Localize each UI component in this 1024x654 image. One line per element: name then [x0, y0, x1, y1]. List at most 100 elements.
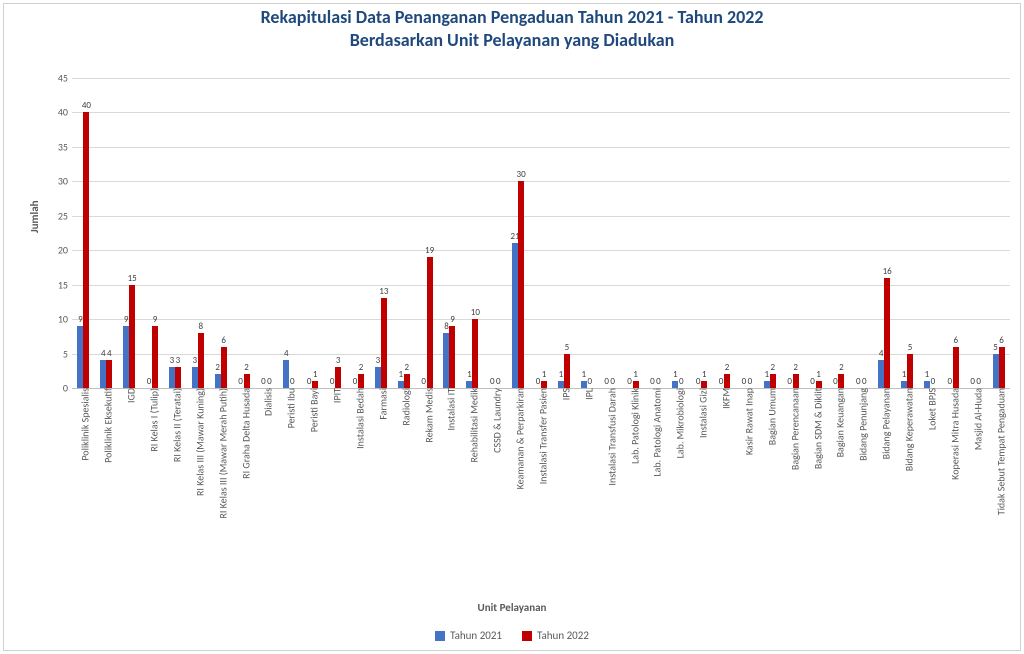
bar: [221, 347, 227, 388]
bar: [472, 319, 478, 388]
category-group: 02Instalasi Bedah: [347, 78, 370, 388]
value-label: 0: [490, 376, 495, 388]
value-label: 0: [536, 376, 541, 388]
value-label: 0: [610, 376, 615, 388]
value-label: 0: [948, 376, 953, 388]
chart-title-line2: Berdasarkan Unit Pelayanan yang Diadukan: [6, 29, 1018, 52]
x-category-label: Bagian Umum: [761, 388, 778, 445]
category-group: 38RI Kelas III (Mawar Kuning): [186, 78, 209, 388]
category-group: 01Lab. Patologi Klinik: [621, 78, 644, 388]
x-category-label: Lab. Patologi Anatomi: [647, 388, 664, 477]
value-label: 10: [471, 307, 480, 319]
x-category-label: Instalasi Transfer Pasien: [532, 388, 549, 484]
category-group: 915IGD: [118, 78, 141, 388]
bar: [724, 374, 730, 388]
value-label: 1: [902, 369, 907, 381]
chart-title-line1: Rekapitulasi Data Penanganan Pengaduan T…: [6, 6, 1018, 29]
value-label: 5: [993, 342, 998, 354]
x-axis-title: Unit Pelayanan: [0, 601, 1024, 614]
y-tick-label: 30: [44, 175, 68, 188]
bar: [244, 374, 250, 388]
bar: [152, 326, 158, 388]
x-category-label: Rehabilitasi Medik: [464, 388, 481, 463]
y-tick-label: 40: [44, 106, 68, 119]
value-label: 9: [450, 314, 455, 326]
x-category-label: Peristi Ibu: [281, 388, 298, 428]
category-group: 110Rehabilitasi Medik: [461, 78, 484, 388]
x-category-label: CSSD & Laundry: [487, 388, 504, 453]
x-category-label: Instalasi Bedah: [349, 388, 366, 449]
x-category-label: Bidang Pelayanan: [876, 388, 893, 459]
value-label: 6: [954, 335, 959, 347]
x-category-label: Rekam Medis: [418, 388, 435, 443]
bar: [907, 354, 913, 388]
category-group: 313Farmasi: [369, 78, 392, 388]
bar: [198, 333, 204, 388]
category-group: 2130Keamanan & Perparkiran: [507, 78, 530, 388]
value-label: 15: [128, 273, 137, 285]
value-label: 0: [656, 376, 661, 388]
x-category-label: RI Kelas I (Tulip): [144, 388, 161, 452]
value-label: 0: [970, 376, 975, 388]
bar: [541, 381, 547, 388]
value-label: 2: [839, 362, 844, 374]
category-group: 40Peristi Ibu: [278, 78, 301, 388]
x-category-label: Poliklinik Eksekutif: [98, 388, 115, 463]
bar: [358, 374, 364, 388]
category-group: 00Lab. Patologi Anatomi: [644, 78, 667, 388]
category-group: 12Bagian Umum: [758, 78, 781, 388]
category-group: 019Rekam Medis: [415, 78, 438, 388]
bar: [884, 278, 890, 388]
legend-swatch: [522, 631, 532, 641]
category-group: 00Bidang Penunjang: [850, 78, 873, 388]
value-label: 2: [244, 362, 249, 374]
category-group: 89Instalasi IT: [438, 78, 461, 388]
value-label: 4: [284, 348, 289, 360]
x-category-label: Kasir Rawat Inap: [738, 388, 755, 455]
value-label: 0: [696, 376, 701, 388]
category-group: 00Masjid Al-Huda: [964, 78, 987, 388]
value-label: 8: [199, 321, 204, 333]
bar: [404, 374, 410, 388]
category-group: 01Instalasi Transfer Pasien: [530, 78, 553, 388]
x-category-label: Bidang Keperawatan: [899, 388, 916, 471]
value-label: 1: [313, 369, 318, 381]
category-group: 02Bagian Keuangan: [827, 78, 850, 388]
x-category-label: IPL: [578, 388, 595, 400]
category-group: 01Peristi Bayi: [301, 78, 324, 388]
x-category-label: Farmasi: [372, 388, 389, 420]
x-category-label: IPS: [555, 388, 572, 400]
bars-layer: 940Poliklinik Spesialis44Poliklinik Ekse…: [72, 78, 1010, 388]
value-label: 1: [673, 369, 678, 381]
x-category-label: Instalasi Transfusi Darah: [601, 388, 618, 486]
y-tick-label: 35: [44, 140, 68, 153]
value-label: 3: [170, 355, 175, 367]
x-category-label: Radiologi: [395, 388, 412, 426]
x-category-label: RI Graha Delta Husada: [235, 388, 252, 479]
x-category-label: RI Kelas III (Mawar Merah Putih): [212, 388, 229, 519]
value-label: 0: [679, 376, 684, 388]
value-label: 2: [404, 362, 409, 374]
y-tick-label: 0: [44, 382, 68, 395]
value-label: 0: [742, 376, 747, 388]
value-label: 2: [793, 362, 798, 374]
y-tick-label: 5: [44, 347, 68, 360]
category-group: 10IPL: [575, 78, 598, 388]
category-group: 10Loket BPJS: [918, 78, 941, 388]
bar: [816, 381, 822, 388]
chart-container: Rekapitulasi Data Penanganan Pengaduan T…: [0, 0, 1024, 654]
value-label: 9: [124, 314, 129, 326]
value-label: 0: [627, 376, 632, 388]
value-label: 4: [879, 348, 884, 360]
category-group: 00CSSD & Laundry: [484, 78, 507, 388]
legend-item: Tahun 2022: [522, 628, 589, 642]
value-label: 1: [816, 369, 821, 381]
value-label: 0: [353, 376, 358, 388]
value-label: 19: [425, 245, 434, 257]
value-label: 0: [421, 376, 426, 388]
value-label: 3: [336, 355, 341, 367]
value-label: 2: [359, 362, 364, 374]
value-label: 6: [999, 335, 1004, 347]
legend: Tahun 2021Tahun 2022: [0, 628, 1024, 642]
x-category-label: Instalasi Gizi: [693, 388, 710, 438]
